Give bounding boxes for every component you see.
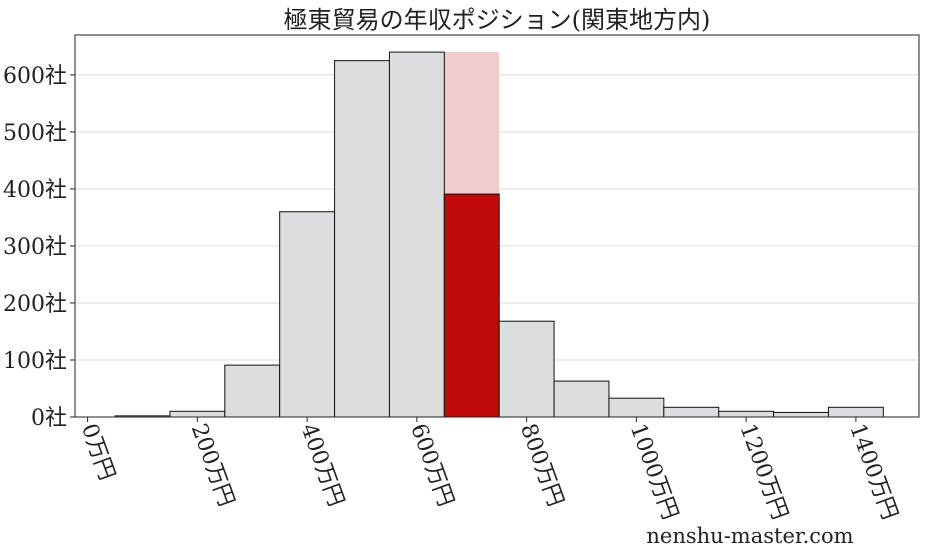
x-tick-label: 800万円: [515, 421, 568, 510]
x-tick-label: 0万円: [76, 421, 119, 484]
y-tick-label: 0社: [31, 406, 67, 431]
bar: [827, 406, 884, 418]
bar: [334, 60, 390, 418]
bar: [443, 193, 500, 418]
x-tick-label: 200万円: [186, 421, 239, 510]
x-tick-label: 1000万円: [625, 421, 683, 524]
y-tick-label: 500社: [3, 121, 67, 146]
bar: [169, 410, 226, 418]
x-tick-label: 600万円: [405, 421, 458, 510]
bar: [553, 380, 610, 418]
plot-frame: [74, 34, 920, 418]
bar: [773, 411, 829, 418]
bar: [224, 364, 281, 418]
bar: [388, 51, 445, 418]
y-tick-label: 400社: [3, 178, 67, 203]
x-tick-label: 1200万円: [735, 421, 793, 524]
y-tick-label: 600社: [3, 64, 67, 89]
bar: [608, 397, 665, 418]
bar: [279, 211, 336, 418]
x-tick-label: 400万円: [295, 421, 348, 510]
watermark: nenshu-master.com: [646, 524, 853, 548]
x-tick-label: 1400万円: [844, 421, 902, 524]
bar: [718, 410, 775, 418]
y-tick-label: 100社: [3, 349, 67, 374]
chart-title: 極東貿易の年収ポジション(関東地方内): [284, 6, 711, 34]
bar: [498, 320, 555, 418]
y-tick-label: 200社: [3, 292, 67, 317]
bar: [663, 406, 720, 418]
y-tick-label: 300社: [3, 235, 67, 260]
